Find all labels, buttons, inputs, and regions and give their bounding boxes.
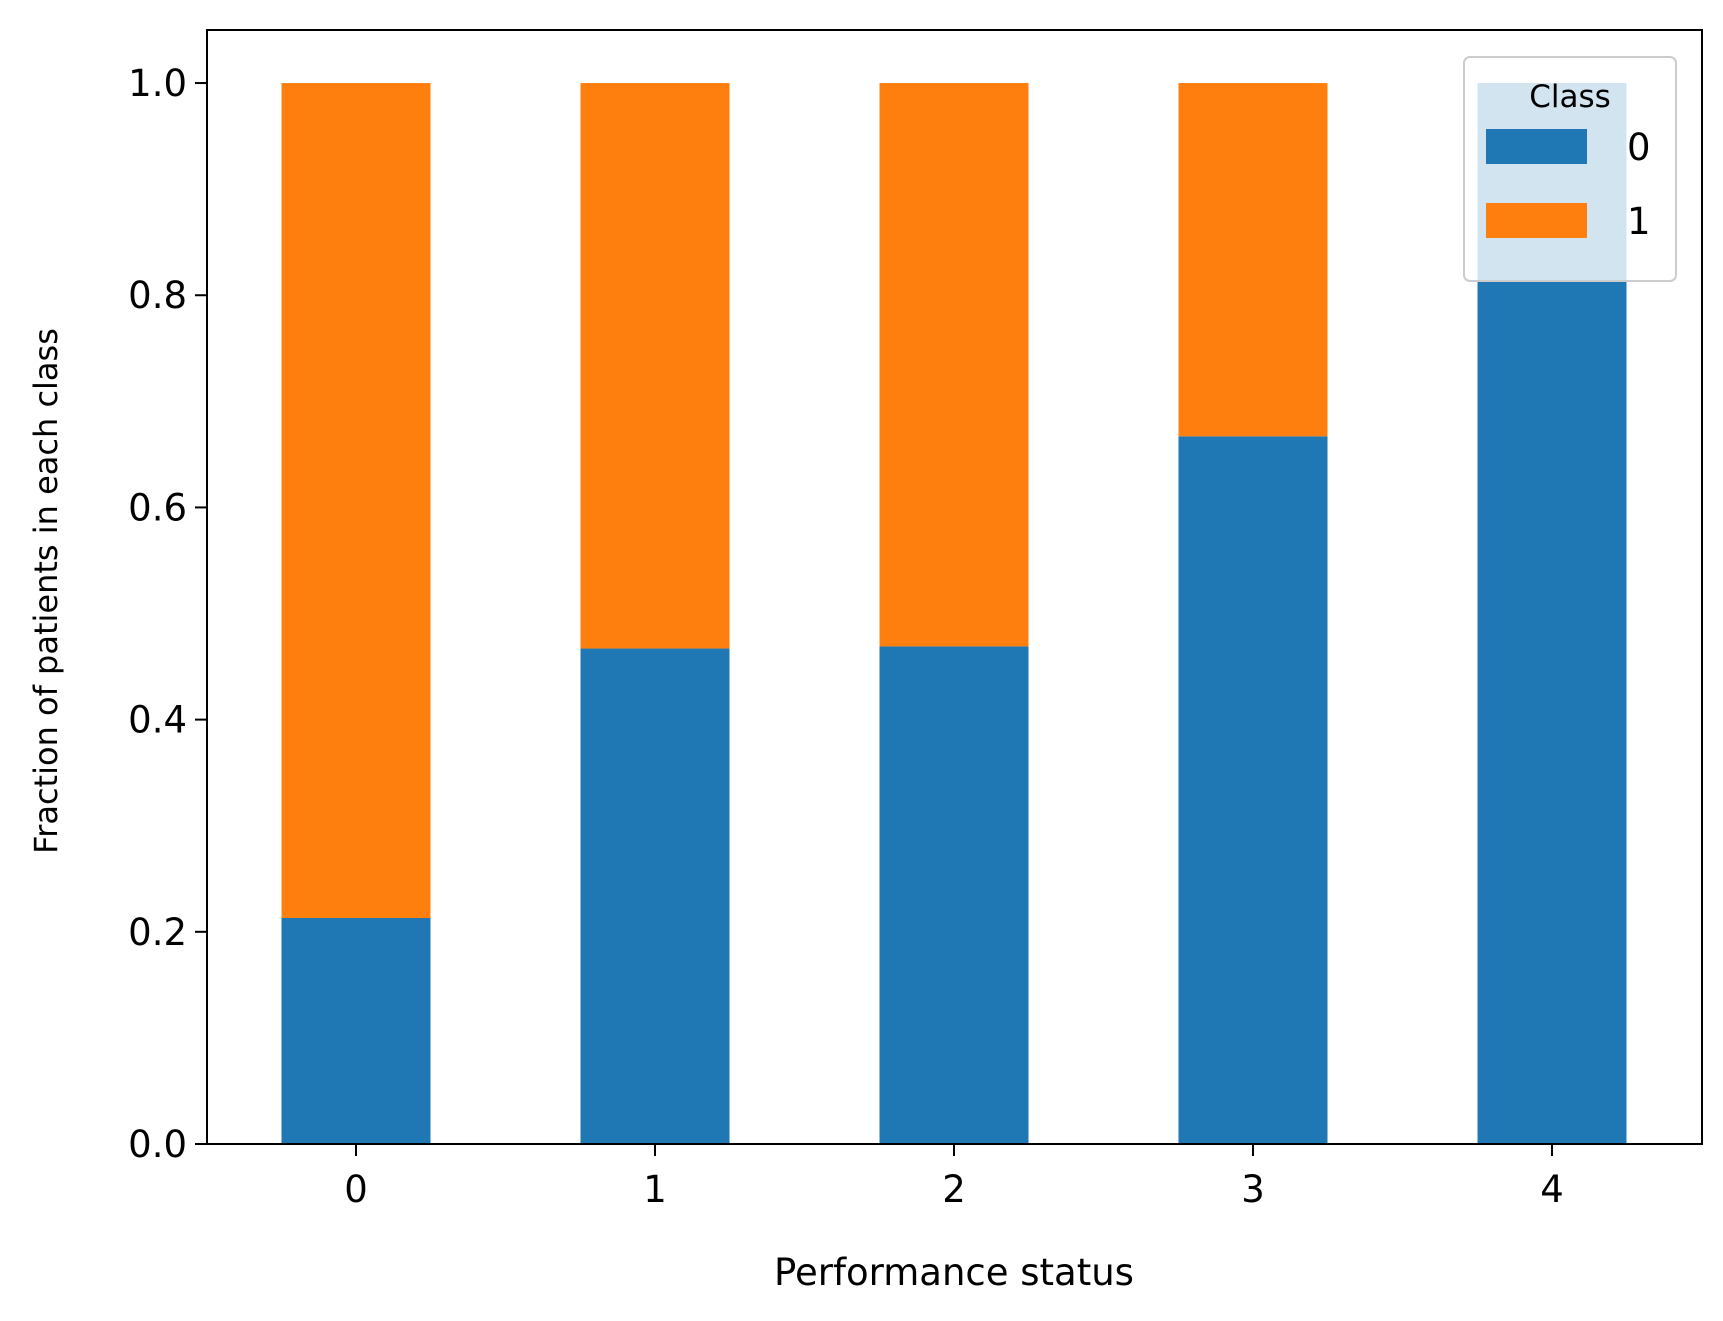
- x-tick-label: 4: [1540, 1168, 1564, 1211]
- bar-class-1-status-1: [580, 83, 730, 649]
- bar-class-1-status-0: [281, 83, 431, 919]
- y-axis-label: Fraction of patients in each class: [27, 328, 65, 854]
- bar-class-0-status-1: [580, 648, 730, 1144]
- bar-class-1-status-3: [1178, 83, 1328, 437]
- bars-layer: [281, 83, 1627, 1145]
- x-axis-label: Performance status: [774, 1251, 1134, 1294]
- x-tick-label: 0: [344, 1168, 368, 1211]
- y-tick-label: 0.0: [128, 1123, 187, 1166]
- legend-swatch-0: [1486, 129, 1587, 164]
- bar-class-1-status-2: [879, 83, 1029, 647]
- legend-label-0: 0: [1627, 126, 1651, 169]
- axes-layer: 0.0 0.2 0.4 0.6 0.8 1.0 0 1 2 3 4: [128, 29, 1703, 1211]
- x-tick-label: 3: [1241, 1168, 1265, 1211]
- y-tick-label: 0.4: [128, 699, 187, 742]
- y-tick-label: 0.8: [128, 274, 187, 317]
- legend-swatch-1: [1486, 203, 1587, 238]
- x-tick-label: 1: [643, 1168, 667, 1211]
- legend-title: Class: [1529, 79, 1611, 115]
- x-tick-label: 2: [942, 1168, 966, 1211]
- bar-class-0-status-2: [879, 646, 1029, 1144]
- y-tick-label: 0.6: [128, 486, 187, 529]
- legend-label-1: 1: [1627, 200, 1651, 243]
- legend: Class 0 1: [1463, 56, 1677, 282]
- y-tick-label: 0.2: [128, 911, 187, 954]
- y-tick-label: 1.0: [128, 62, 187, 105]
- bar-class-0-status-3: [1178, 436, 1328, 1145]
- bar-class-0-status-0: [281, 918, 431, 1144]
